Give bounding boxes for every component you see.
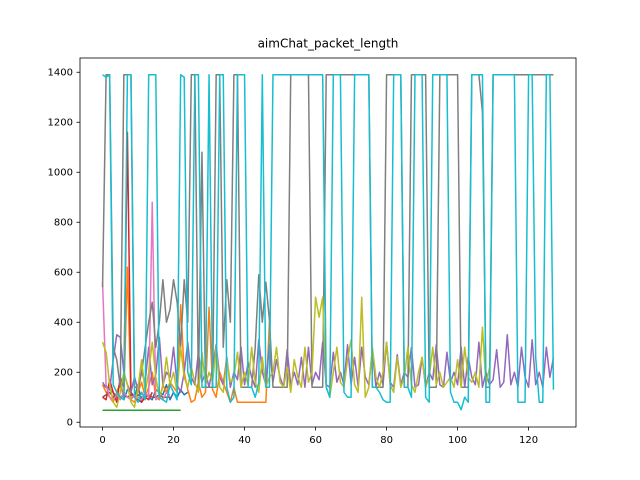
plot-frame: [79, 57, 577, 428]
x-tick-label: 80: [380, 435, 393, 446]
x-tick-label: 60: [309, 435, 322, 446]
x-tick-label: 100: [448, 435, 467, 446]
y-tick-label: 200: [54, 367, 73, 378]
series-line: [102, 74, 555, 411]
y-tick-label: 400: [54, 317, 73, 328]
x-tick-label: 20: [167, 435, 180, 446]
y-tick-label: 0: [67, 417, 73, 428]
y-tick-label: 1400: [48, 67, 73, 78]
chart-title: aimChat_packet_length: [258, 37, 399, 51]
y-tick-label: 600: [54, 267, 73, 278]
y-tick-label: 1200: [48, 117, 73, 128]
x-tick-label: 40: [238, 435, 251, 446]
x-tick-label: 120: [519, 435, 538, 446]
y-tick-label: 1000: [48, 167, 73, 178]
y-tick-label: 800: [54, 217, 73, 228]
x-tick-label: 0: [99, 435, 105, 446]
